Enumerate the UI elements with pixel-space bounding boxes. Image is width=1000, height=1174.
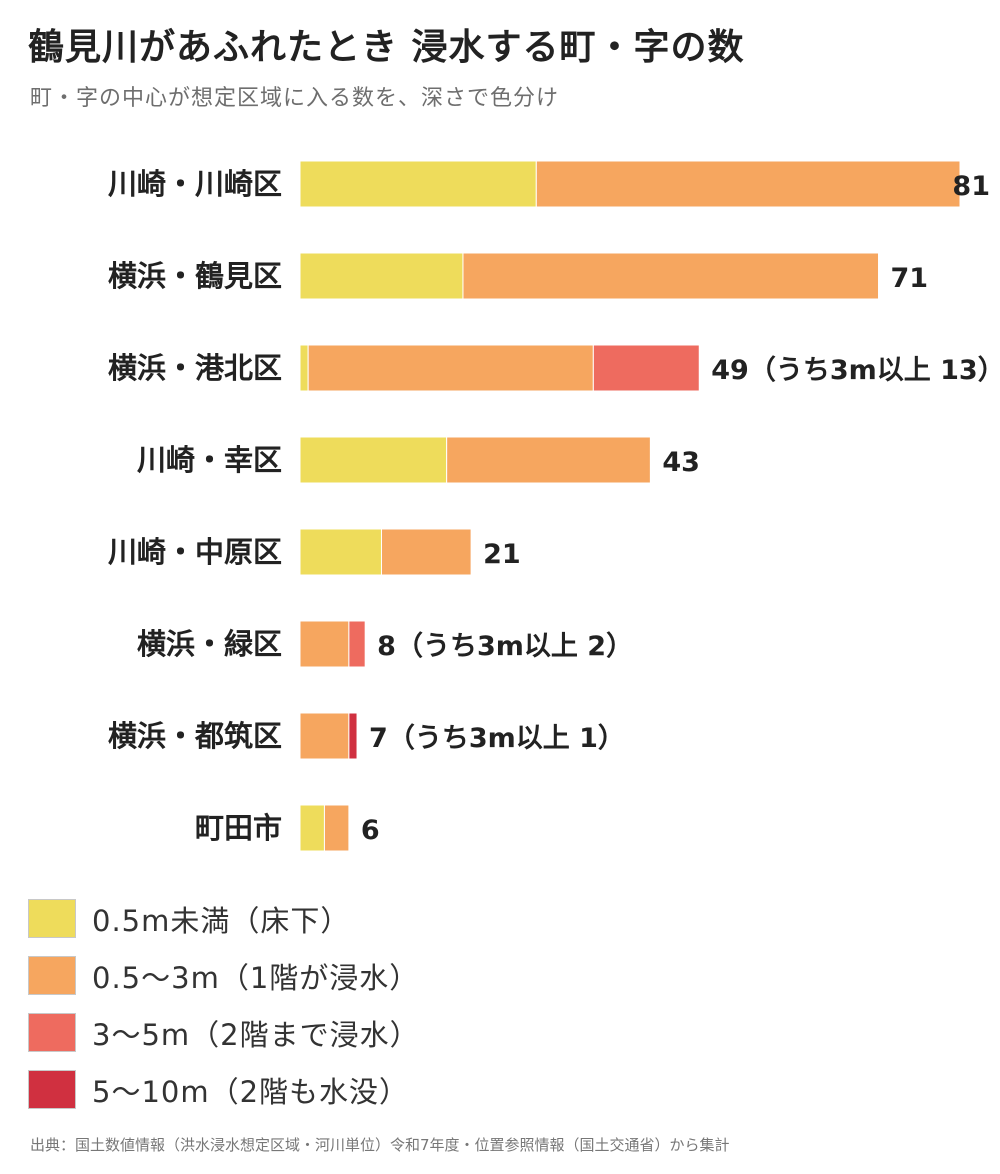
- value-label: 81: [952, 171, 990, 202]
- legend-item: 5〜10m（2階も水没）: [28, 1069, 420, 1110]
- bar-segment: [535, 160, 961, 208]
- value-label: 43: [662, 447, 700, 478]
- legend-item: 0.5m未満（床下）: [28, 898, 420, 939]
- bar-segment: [592, 344, 700, 392]
- bar-segment: [462, 252, 880, 300]
- category-label: 川崎・中原区: [108, 535, 282, 569]
- bar-segment: [348, 712, 358, 760]
- legend-item: 0.5〜3m（1階が浸水）: [28, 955, 420, 996]
- category-label: 横浜・緑区: [137, 627, 282, 661]
- bar-segment: [348, 620, 366, 668]
- legend-swatch: [28, 956, 76, 995]
- bar-segment: [299, 252, 464, 300]
- stacked-bar-chart: 川崎・川崎区 81 横浜・鶴見区 71 横浜・港北区 49（うち3m以上 13） 川崎・幸区…: [108, 160, 1000, 852]
- source-note: 出典：国土数値情報（洪水浸水想定区域・河川単位）令和7年度・位置参照情報（国土交…: [30, 1136, 730, 1154]
- value-label: 8（うち3m以上 2）: [377, 631, 633, 662]
- legend-label: 0.5m未満（床下）: [92, 903, 351, 938]
- category-label: 川崎・川崎区: [108, 167, 282, 201]
- bar-segment: [299, 712, 350, 760]
- chart-subtitle: 町・字の中心が想定区域に入る数を、深さで色分け: [30, 86, 560, 111]
- legend: 0.5m未満（床下） 0.5〜3m（1階が浸水） 3〜5m（2階まで浸水） 5〜…: [28, 898, 420, 1126]
- category-label: 横浜・都筑区: [108, 719, 282, 753]
- bar-segment: [446, 436, 651, 484]
- bar-segment: [299, 160, 537, 208]
- legend-label: 0.5〜3m（1階が浸水）: [92, 960, 420, 995]
- category-label: 横浜・港北区: [108, 351, 282, 385]
- chart-title: 鶴見川があふれたとき 浸水する町・字の数: [28, 27, 745, 68]
- legend-label: 5〜10m（2階も水没）: [92, 1074, 410, 1109]
- category-label: 横浜・鶴見区: [108, 259, 282, 293]
- bar-segment: [299, 436, 448, 484]
- bar-segment: [299, 804, 325, 852]
- category-label: 町田市: [195, 811, 282, 845]
- bar-segment: [299, 344, 309, 392]
- value-label: 21: [483, 539, 521, 570]
- bar-segment: [323, 804, 350, 852]
- value-label: 71: [891, 263, 929, 294]
- bar-segment: [307, 344, 594, 392]
- legend-swatch: [28, 899, 76, 938]
- value-label: 6: [361, 815, 380, 846]
- value-label: 7（うち3m以上 1）: [369, 723, 625, 754]
- legend-item: 3〜5m（2階まで浸水）: [28, 1012, 420, 1053]
- bar-segment: [380, 528, 472, 576]
- bar-segment: [299, 528, 382, 576]
- legend-label: 3〜5m（2階まで浸水）: [92, 1017, 420, 1052]
- category-label: 川崎・幸区: [137, 443, 282, 477]
- legend-swatch: [28, 1070, 76, 1109]
- value-label: 49（うち3m以上 13）: [711, 355, 1000, 386]
- bar-segment: [299, 620, 350, 668]
- legend-swatch: [28, 1013, 76, 1052]
